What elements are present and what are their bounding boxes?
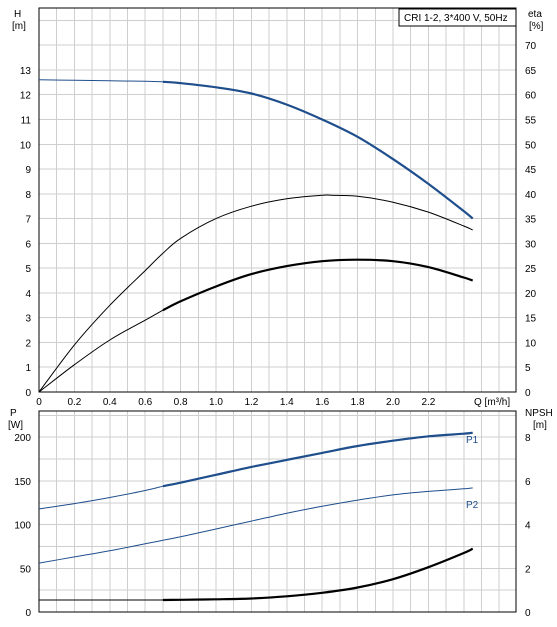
y-tick-label-right: 8 bbox=[525, 433, 531, 444]
y-tick-label-left: 50 bbox=[20, 564, 32, 575]
top-grid bbox=[38, 7, 517, 393]
bottom-left-axis-name: P bbox=[10, 408, 17, 419]
top-right-axis-name: eta bbox=[528, 9, 542, 20]
y-tick-label-left: 4 bbox=[25, 289, 31, 300]
series-label-p2: P2 bbox=[466, 500, 479, 511]
top-x-ticks: 0 0.2 0.4 0.6 0.8 1.0 1.2 1.4 1.6 1.8 2.0 2.2 bbox=[36, 397, 436, 408]
y-tick-label-right: 55 bbox=[525, 115, 537, 126]
x-tick-label: 1.6 bbox=[315, 397, 329, 408]
y-tick-label-left: 8 bbox=[25, 190, 31, 201]
y-tick-label-left: 100 bbox=[14, 521, 31, 532]
bottom-right-y-ticks: 0 2 4 6 8 bbox=[525, 433, 531, 619]
y-tick-label-left: 1 bbox=[25, 363, 31, 374]
x-tick-label: 1.8 bbox=[351, 397, 365, 408]
x-tick-label: 0.6 bbox=[138, 397, 152, 408]
y-tick-label-right: 65 bbox=[525, 66, 537, 77]
y-tick-label-left: 3 bbox=[25, 314, 31, 325]
x-tick-label: 2.2 bbox=[421, 397, 435, 408]
top-right-y-ticks: 0 5 10 15 20 25 30 35 40 45 50 55 60 65 70 bbox=[525, 41, 537, 399]
top-chart-title: CRI 1-2, 3*400 V, 50Hz bbox=[404, 13, 508, 24]
y-tick-label-left: 2 bbox=[25, 338, 31, 349]
total-efficiency-curve-thin bbox=[38, 309, 164, 393]
y-tick-label-right: 0 bbox=[525, 388, 531, 399]
x-tick-label: 0.2 bbox=[67, 397, 81, 408]
x-tick-label: 0.4 bbox=[103, 397, 117, 408]
total-efficiency-curve-thick bbox=[162, 258, 474, 312]
series-label-p1: P1 bbox=[466, 435, 479, 446]
top-title-box bbox=[398, 8, 517, 27]
p2-power-curve-thin bbox=[38, 487, 473, 564]
y-tick-label-right: 10 bbox=[525, 338, 537, 349]
bottom-left-axis-unit: [W] bbox=[8, 420, 23, 431]
y-tick-label-right: 45 bbox=[525, 165, 537, 176]
y-tick-label-left: 6 bbox=[25, 239, 31, 250]
y-tick-label-right: 15 bbox=[525, 314, 537, 325]
pump-efficiency-curve-thin bbox=[38, 194, 473, 393]
y-tick-label-left: 13 bbox=[20, 66, 32, 77]
y-tick-label-right: 60 bbox=[525, 91, 537, 102]
y-tick-label-right: 20 bbox=[525, 289, 537, 300]
top-curves bbox=[38, 79, 474, 393]
y-tick-label-left: 10 bbox=[20, 140, 32, 151]
y-tick-label-right: 50 bbox=[525, 140, 537, 151]
power-npsh-plot: P [W] NPSH [m] 0 50 100 150 200 0 2 4 6 8 P1 P2 bbox=[8, 408, 553, 619]
y-tick-label-right: 30 bbox=[525, 239, 537, 250]
bottom-curves bbox=[38, 431, 474, 602]
head-curve-thin bbox=[38, 79, 163, 83]
y-tick-label-left: 12 bbox=[20, 91, 32, 102]
y-tick-label-left: 200 bbox=[14, 433, 31, 444]
p1-power-curve-thin bbox=[38, 485, 164, 510]
y-tick-label-left: 7 bbox=[25, 215, 31, 226]
npsh-curve-thick bbox=[162, 547, 474, 602]
y-tick-label-right: 0 bbox=[525, 608, 531, 619]
plot-frame bbox=[38, 410, 517, 613]
y-tick-label-left: 0 bbox=[25, 608, 31, 619]
y-tick-label-left: 0 bbox=[25, 388, 31, 399]
plot-frame bbox=[38, 7, 517, 393]
top-right-axis-unit: [%] bbox=[529, 21, 544, 32]
y-tick-label-left: 11 bbox=[21, 115, 32, 126]
x-tick-label: 2.0 bbox=[386, 397, 400, 408]
bottom-grid bbox=[38, 410, 517, 613]
top-x-axis-label: Q [m³/h] bbox=[474, 397, 510, 408]
y-tick-label-left: 150 bbox=[14, 477, 31, 488]
y-tick-label-right: 4 bbox=[525, 521, 531, 532]
y-tick-label-right: 6 bbox=[525, 477, 531, 488]
bottom-right-axis-name: NPSH bbox=[525, 408, 553, 419]
x-tick-label: 1.2 bbox=[244, 397, 258, 408]
head-efficiency-plot: CRI 1-2, 3*400 V, 50Hz H [m] eta [%] Q [… bbox=[12, 7, 544, 408]
bottom-left-y-ticks: 0 50 100 150 200 bbox=[14, 433, 31, 619]
y-tick-label-right: 2 bbox=[525, 564, 531, 575]
x-tick-label: 0 bbox=[36, 397, 42, 408]
y-tick-label-right: 40 bbox=[525, 190, 537, 201]
y-tick-label-right: 35 bbox=[525, 215, 537, 226]
head-curve-thick bbox=[162, 80, 474, 220]
top-left-axis-unit: [m] bbox=[12, 21, 26, 32]
p1-power-curve-thick bbox=[162, 431, 473, 488]
top-left-axis-name: H bbox=[14, 9, 21, 20]
y-tick-label-right: 25 bbox=[525, 264, 537, 275]
y-tick-label-left: 5 bbox=[25, 264, 31, 275]
y-tick-label-right: 70 bbox=[525, 41, 537, 52]
y-tick-label-left: 9 bbox=[25, 165, 31, 176]
bottom-right-axis-unit: [m] bbox=[533, 420, 547, 431]
x-tick-label: 1.4 bbox=[280, 397, 294, 408]
x-tick-label: 1.0 bbox=[209, 397, 223, 408]
x-tick-label: 0.8 bbox=[174, 397, 188, 408]
y-tick-label-right: 5 bbox=[525, 363, 531, 374]
